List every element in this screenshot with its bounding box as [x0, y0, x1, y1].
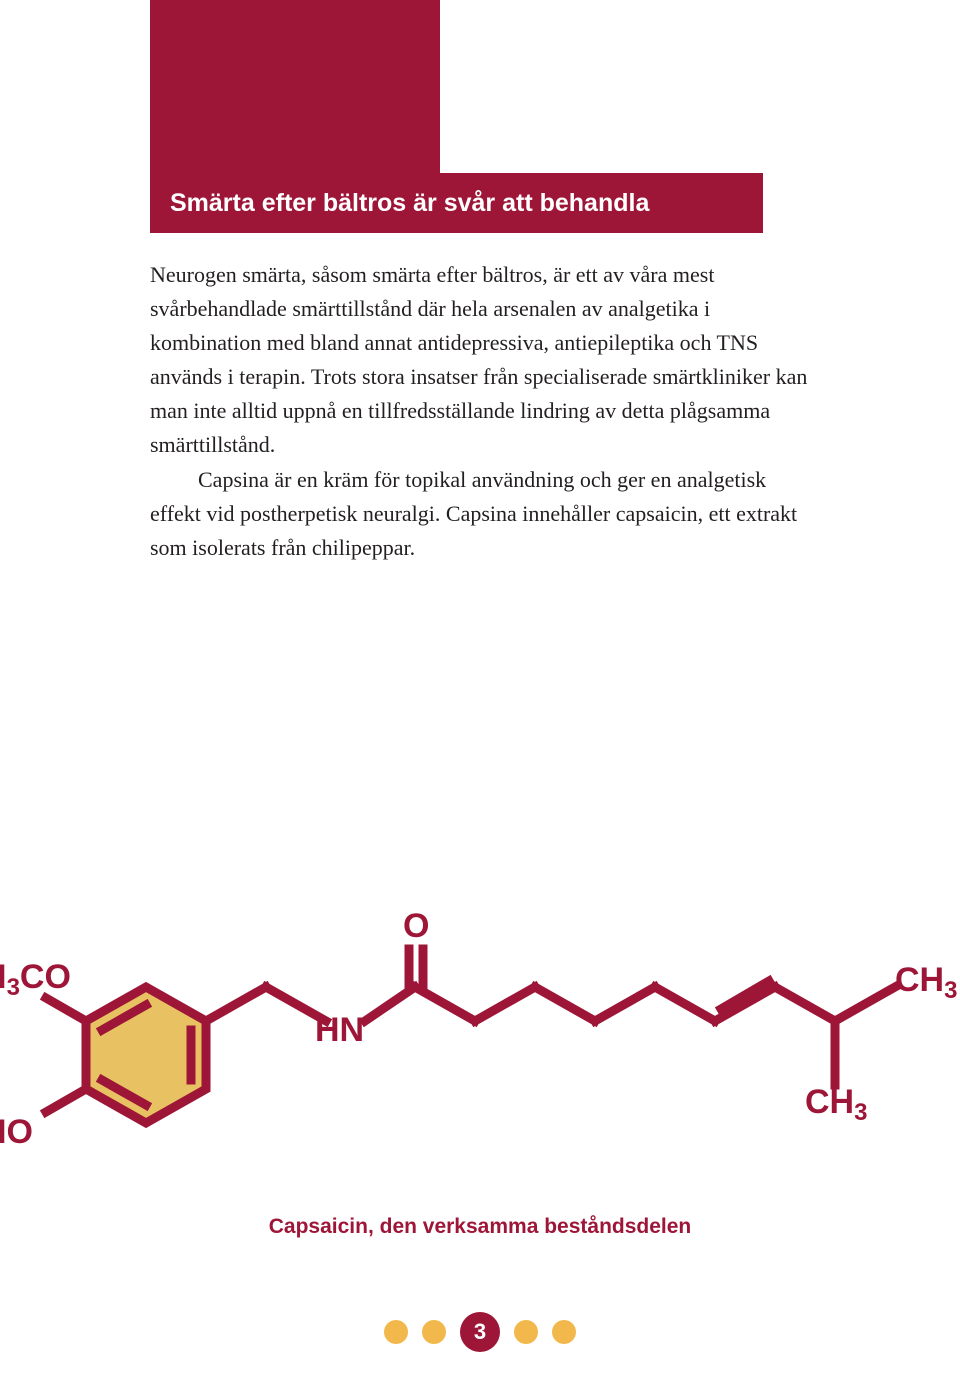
paragraph-1: Neurogen smärta, såsom smärta efter bält…	[150, 258, 810, 463]
label-hn: HN	[315, 1013, 364, 1047]
label-o: O	[403, 909, 429, 943]
page-indicator: 3	[0, 1312, 960, 1352]
label-h3co: H3CO	[0, 960, 71, 994]
pager-dot	[552, 1320, 576, 1344]
title-box: Smärta efter bältros är svår att behandl…	[150, 173, 763, 233]
label-ch3-bottom: CH3	[805, 1085, 867, 1119]
molecule-diagram: H3CO HO O HN CH3 CH3	[0, 935, 960, 1175]
page-number: 3	[460, 1312, 500, 1352]
page-title: Smärta efter bältros är svår att behandl…	[170, 189, 649, 218]
pager-dot	[514, 1320, 538, 1344]
pager-dot	[422, 1320, 446, 1344]
body-copy: Neurogen smärta, såsom smärta efter bält…	[150, 258, 810, 565]
capsaicin-structure-icon	[0, 935, 960, 1175]
label-ch3-top: CH3	[895, 963, 957, 997]
molecule-caption: Capsaicin, den verksamma beståndsdelen	[0, 1215, 960, 1239]
label-ho: HO	[0, 1115, 33, 1149]
pager-dot	[384, 1320, 408, 1344]
header-color-band	[150, 0, 440, 173]
paragraph-2: Capsina är en kräm för topikal användnin…	[150, 463, 810, 565]
